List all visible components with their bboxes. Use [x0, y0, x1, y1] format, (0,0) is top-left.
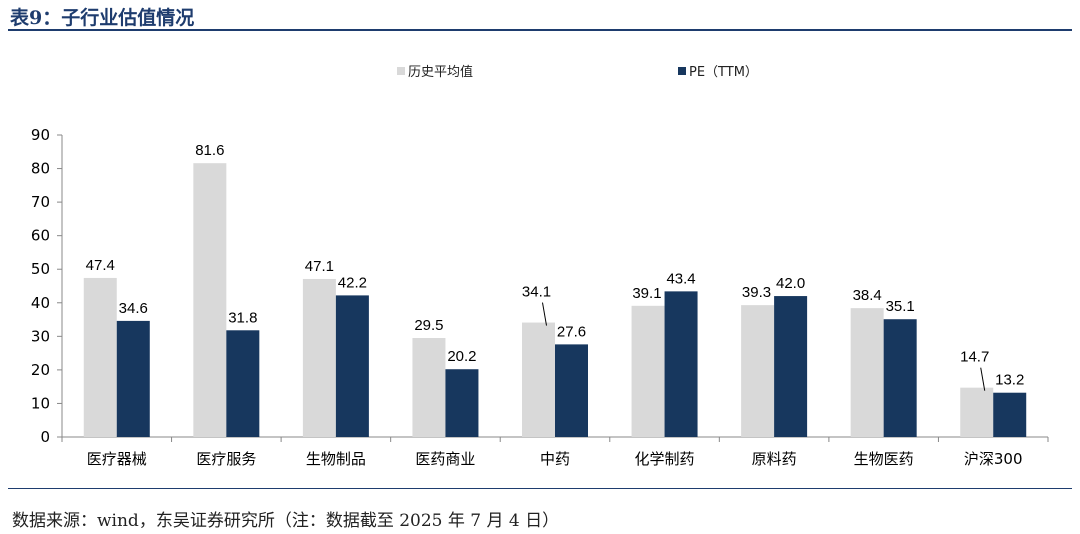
bar-series1	[83, 277, 117, 437]
y-tick-label: 0	[40, 428, 50, 446]
bar-series1	[741, 305, 775, 437]
y-tick-label: 20	[31, 361, 50, 379]
y-tick-label: 50	[31, 260, 50, 278]
data-label-series1: 39.1	[632, 285, 661, 302]
legend-label-series1: 历史平均值	[408, 64, 473, 80]
bar-series2	[664, 291, 698, 437]
data-label-series2: 42.0	[776, 275, 805, 292]
x-tick-label: 生物医药	[854, 450, 914, 468]
x-tick-label: 化学制药	[635, 450, 695, 468]
bar-series1	[960, 387, 994, 437]
bar-series2	[116, 320, 150, 437]
y-tick-label: 40	[31, 294, 50, 312]
x-tick-label: 沪深300	[964, 450, 1023, 468]
axes: 0 10 20 30 40 50 60 70 80 90 医疗器械 医疗服务 生物制品 医药商业 中药 化学制…	[31, 126, 1049, 468]
data-label-series1: 47.4	[86, 257, 115, 274]
data-label-series1: 39.3	[742, 284, 771, 301]
x-tick-label: 中药	[540, 450, 570, 468]
y-tick-label: 80	[31, 160, 50, 178]
data-label-series2: 35.1	[886, 298, 915, 315]
data-label-series2: 13.2	[995, 372, 1024, 389]
bar-series2	[883, 319, 917, 437]
bar-series2	[774, 296, 808, 437]
leader-line	[542, 302, 547, 326]
bar-series1	[850, 308, 884, 437]
data-label-series2: 34.6	[119, 300, 148, 317]
data-label-series2: 20.2	[447, 348, 476, 365]
source-note: 数据来源：wind，东吴证券研究所（注：数据截至 2025 年 7 月 4 日）	[12, 511, 560, 531]
data-label-series1: 14.7	[960, 349, 989, 366]
bars	[83, 163, 1027, 438]
y-tick-label: 60	[31, 227, 50, 245]
data-label-series1: 47.1	[305, 258, 334, 275]
data-label-series1: 29.5	[414, 317, 443, 334]
legend: 历史平均值 PE（TTM）	[397, 64, 758, 80]
bar-series2	[993, 392, 1027, 437]
data-label-series2: 31.8	[228, 309, 257, 326]
title-divider	[8, 29, 1072, 31]
data-label-series2: 27.6	[557, 323, 586, 340]
bar-series1	[302, 278, 336, 437]
x-tick-label: 生物制品	[306, 450, 366, 468]
data-labels: 47.4 34.6 81.6 31.8 47.142.2 29.520.2 34.1 27.6…	[86, 142, 1024, 391]
x-tick-label: 医疗服务	[196, 450, 256, 468]
x-tick-label: 医疗器械	[87, 450, 147, 468]
legend-swatch-series1	[397, 67, 405, 75]
bar-series2	[335, 295, 369, 437]
data-label-series1: 38.4	[853, 287, 882, 304]
data-label-series2: 43.4	[666, 270, 695, 287]
bar-series1	[522, 322, 555, 437]
bar-series2	[226, 330, 260, 437]
bar-series1	[193, 163, 227, 438]
leader-line	[980, 367, 986, 391]
bar-series2	[555, 344, 588, 437]
legend-swatch-series2	[678, 67, 686, 75]
bar-series1	[631, 305, 665, 437]
y-tick-label: 10	[31, 394, 50, 412]
legend-label-series2: PE（TTM）	[689, 65, 758, 80]
footer-divider	[8, 488, 1072, 489]
chart-title: 表9：子行业估值情况	[10, 7, 195, 29]
data-label-series1: 81.6	[195, 142, 224, 159]
y-tick-label: 30	[31, 327, 50, 345]
bar-series1	[412, 338, 446, 437]
data-label-series2: 42.2	[338, 274, 367, 291]
bar-chart: 历史平均值 PE（TTM） 0 10 20 30 40 50 60 70 80 90 医疗器械 医疗服…	[31, 64, 1049, 468]
y-tick-label: 70	[31, 193, 50, 211]
y-tick-label: 90	[31, 126, 50, 144]
data-label-series1: 34.1	[522, 284, 551, 301]
x-tick-label: 原料药	[752, 450, 797, 468]
x-tick-label: 医药商业	[415, 450, 475, 468]
bar-series2	[445, 369, 479, 437]
